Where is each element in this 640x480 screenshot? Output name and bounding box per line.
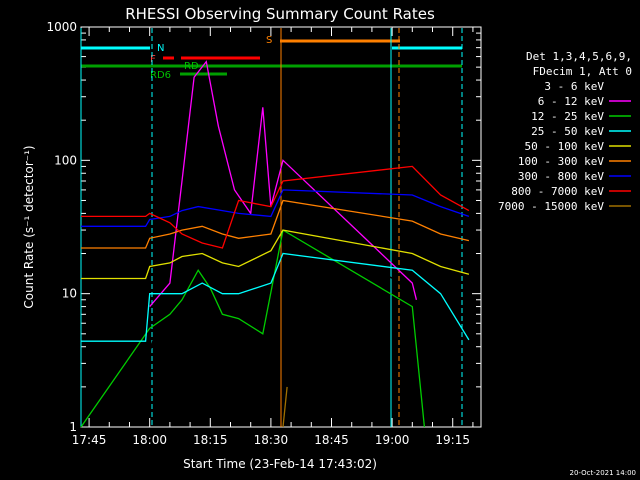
x-tick-label: 18:00 [132,433,167,447]
series-line-5 [81,199,470,249]
legend-label: 6 - 12 keV [538,95,605,108]
flag-layer: N F S RD RD6 [80,28,463,427]
y-tick-label: 1000 [46,20,77,34]
series-line-2 [80,229,426,428]
series-line-7 [81,165,470,249]
legend: Det 1,3,4,5,6,9, FDecim 1, Att 0 3 - 6 k… [498,50,632,213]
y-axis-label: Count Rate (s⁻¹ detector⁻¹) [22,145,36,308]
rd-flag-label: RD [184,61,199,72]
series-line-4 [81,229,470,280]
x-tick-label: 17:45 [72,433,107,447]
x-axis: 17:45 18:00 18:15 18:30 18:45 19:00 19:15 [72,27,474,447]
series-line-1 [149,60,418,308]
series-layer [80,60,470,428]
legend-label: 100 - 300 keV [518,155,604,168]
night-flag-label: N [157,43,164,54]
legend-info-line-2: FDecim 1, Att 0 [533,65,632,78]
saa-flag-label: S [266,35,272,46]
legend-label: 300 - 800 keV [518,170,604,183]
legend-label: 3 - 6 keV [544,80,604,93]
y-tick-label: 1 [69,420,77,434]
legend-label: 800 - 7000 keV [511,185,604,198]
rd6-flag-label: RD6 [150,70,171,81]
flare-flag-label: F [150,54,156,65]
legend-label: 12 - 25 keV [531,110,604,123]
y-tick-label: 10 [62,287,77,301]
chart-title: RHESSI Observing Summary Count Rates [125,5,435,23]
y-tick-label: 100 [54,153,77,167]
generation-timestamp: 20-Oct-2021 14:00 [570,469,636,477]
x-tick-label: 18:15 [193,433,228,447]
series-line-6 [81,189,470,227]
legend-label: 7000 - 15000 keV [498,200,604,213]
legend-label: 25 - 50 keV [531,125,604,138]
x-tick-label: 19:15 [435,433,470,447]
legend-info-line-1: Det 1,3,4,5,6,9, [526,50,632,63]
y-axis: 1 10 100 1000 [46,20,481,434]
x-tick-label: 19:00 [375,433,410,447]
x-tick-label: 18:30 [254,433,289,447]
x-axis-label: Start Time (23-Feb-14 17:43:02) [183,457,377,471]
series-line-8 [282,386,288,428]
series-line-3 [81,252,470,342]
x-tick-label: 18:45 [314,433,349,447]
legend-label: 50 - 100 keV [525,140,605,153]
